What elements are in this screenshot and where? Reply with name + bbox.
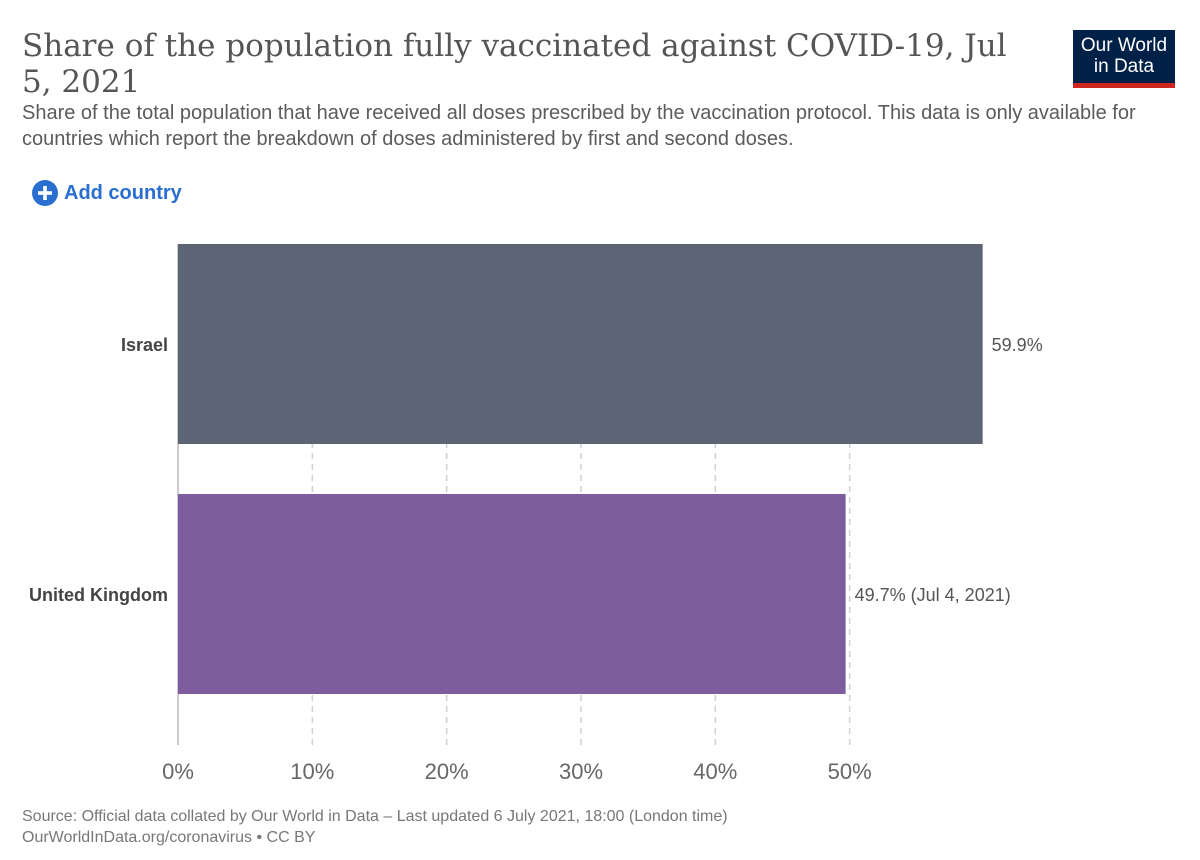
bar-chart: Israel 59.9% United Kingdom 49.7% (Jul 4, 2…	[29, 244, 1043, 784]
chart-footer: Source: Official data collated by Our Wo…	[22, 806, 728, 848]
bar[interactable]	[178, 494, 846, 694]
source-link[interactable]: OurWorldInData.org/coronavirus • CC BY	[22, 829, 316, 846]
chart-title: Share of the population fully vaccinated…	[22, 28, 1007, 100]
category-label[interactable]: Israel	[121, 335, 168, 355]
bars: Israel 59.9% United Kingdom 49.7% (Jul 4, 2…	[29, 244, 1043, 694]
owid-logo[interactable]: Our World in Data	[1073, 30, 1175, 88]
chart-subtitle: Share of the total population that have …	[22, 102, 1136, 150]
x-tick-label: 40%	[693, 759, 737, 784]
x-axis-ticks: 0% 10% 20% 30% 40% 50%	[162, 759, 872, 784]
x-tick-label: 30%	[559, 759, 603, 784]
logo-line-1: Our World	[1080, 35, 1168, 56]
add-country-label: Add country	[64, 181, 182, 204]
source-note: Source: Official data collated by Our Wo…	[22, 808, 728, 825]
value-label: 49.7% (Jul 4, 2021)	[855, 585, 1011, 605]
category-label[interactable]: United Kingdom	[29, 585, 168, 605]
x-tick-label: 10%	[290, 759, 334, 784]
x-tick-label: 50%	[828, 759, 872, 784]
x-tick-label: 20%	[425, 759, 469, 784]
x-tick-label: 0%	[162, 759, 194, 784]
plus-circle-icon	[32, 180, 58, 206]
logo-line-2: in Data	[1093, 56, 1155, 77]
add-country-button[interactable]: Add country	[32, 180, 182, 206]
value-label: 59.9%	[992, 335, 1043, 355]
bar[interactable]	[178, 244, 983, 444]
